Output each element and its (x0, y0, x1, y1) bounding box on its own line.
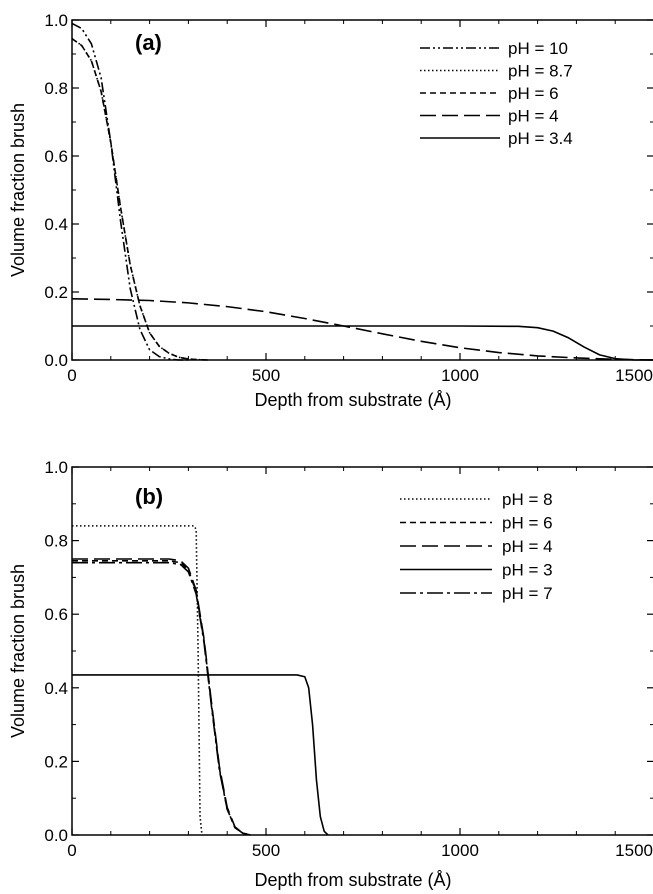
panel-b-series-line (72, 561, 251, 836)
panel-a-series-line (71, 38, 208, 361)
panel-a-y-axis-title: Volume fraction brush (8, 103, 28, 277)
panel-a-x-axis-title: Depth from substrate (Å) (254, 390, 451, 410)
panel-b: 0 500 1000 1500 0.0 0.2 0.4 0.6 0.8 1.0 Depth from… (8, 458, 653, 890)
panel-b-y-tick-label: 0.8 (44, 532, 68, 551)
panel-a-y-tick-label: 0.2 (44, 283, 68, 302)
panel-b-y-tick-label: 1.0 (44, 458, 68, 477)
panel-a-legend-label: pH = 8.7 (508, 62, 573, 81)
panel-b-y-tick-label: 0.6 (44, 605, 68, 624)
panel-b-x-axis-title: Depth from substrate (Å) (254, 870, 451, 890)
panel-a-y-tick-label: 0.6 (44, 147, 68, 166)
panel-b-series-line (72, 674, 329, 836)
panel-a-series-line (71, 22, 189, 361)
panel-b-label: (b) (135, 484, 163, 509)
panel-b-legend-label: pH = 8 (502, 490, 553, 509)
panel-a-legend-label: pH = 3.4 (508, 129, 573, 148)
panel-b-plot-frame (71, 466, 653, 836)
panel-b-legend-label: pH = 3 (502, 561, 553, 580)
panel-a-legend-label: pH = 4 (508, 107, 559, 126)
panel-a-series-line (71, 38, 208, 361)
panel-a-x-tick-label: 0 (67, 366, 76, 385)
panel-b-x-tick-label: 1500 (615, 841, 653, 860)
panel-a: 0 500 1000 1500 0.0 0.2 0.4 0.6 0.8 1.0 Depth from… (8, 11, 653, 410)
panel-b-legend-label: pH = 6 (502, 514, 553, 533)
panel-a-label: (a) (135, 30, 162, 55)
panel-b-y-axis-title: Volume fraction brush (8, 564, 28, 738)
panel-b-legend-label: pH = 7 (502, 584, 553, 603)
panel-b-y-tick-label: 0.2 (44, 752, 68, 771)
panel-b-legend-label: pH = 4 (502, 537, 553, 556)
panel-a-y-tick-label: 0.8 (44, 79, 68, 98)
panel-b-y-tick-label: 0.0 (44, 826, 68, 845)
panel-a-x-tick-label: 1500 (615, 366, 653, 385)
panel-a-y-tick-label: 0.0 (44, 351, 68, 370)
panel-a-legend-label: pH = 10 (508, 39, 568, 58)
panel-a-series-line (71, 298, 653, 361)
panel-a-series-line (72, 325, 653, 361)
panel-a-legend-label: pH = 6 (508, 84, 559, 103)
panel-b-y-tick-label: 0.4 (44, 679, 68, 698)
panel-b-x-tick-label: 500 (252, 841, 280, 860)
panel-a-y-tick-label: 1.0 (44, 11, 68, 30)
panel-b-x-tick-label: 0 (67, 841, 76, 860)
panel-b-series-line (72, 525, 203, 836)
panel-a-x-tick-label: 500 (252, 366, 280, 385)
panel-a-y-tick-label: 0.4 (44, 215, 68, 234)
panel-b-x-tick-label: 1000 (441, 841, 479, 860)
panel-a-x-tick-label: 1000 (441, 366, 479, 385)
